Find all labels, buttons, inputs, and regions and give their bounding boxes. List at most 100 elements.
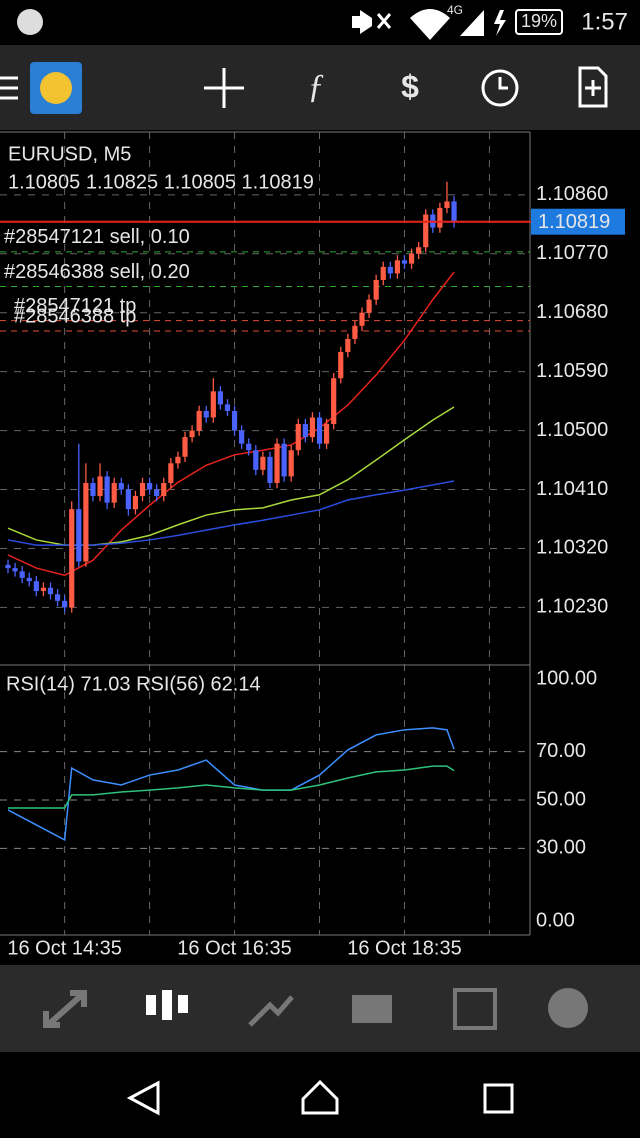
candle-body bbox=[189, 430, 195, 438]
current-price-box bbox=[531, 208, 625, 235]
candle-body bbox=[267, 456, 273, 483]
moving-average bbox=[7, 480, 455, 546]
candle-body bbox=[217, 391, 223, 405]
candle-body bbox=[175, 456, 181, 464]
home-button[interactable] bbox=[301, 1079, 339, 1115]
candle-body bbox=[40, 587, 46, 592]
candle-body bbox=[345, 338, 351, 353]
candle-body bbox=[401, 260, 408, 264]
y-tick-label: 1.10860 bbox=[536, 183, 608, 205]
candle-body bbox=[54, 594, 61, 601]
period-hands bbox=[498, 77, 508, 90]
candle-body bbox=[12, 568, 18, 572]
back-button[interactable] bbox=[126, 1080, 160, 1116]
candle-body bbox=[338, 352, 344, 379]
current-price-label: 1.10819 bbox=[538, 211, 610, 233]
x-tick-label: 16 Oct 14:35 bbox=[7, 937, 122, 959]
candle-body bbox=[19, 571, 25, 578]
rsi-line bbox=[8, 765, 455, 809]
tab-bar bbox=[0, 965, 640, 1052]
news-tab[interactable] bbox=[453, 988, 497, 1030]
battery-level: 19% bbox=[521, 11, 557, 31]
menu-button[interactable] bbox=[0, 76, 18, 100]
candle-body bbox=[118, 482, 124, 490]
rsi-tick-label: 50.00 bbox=[536, 788, 586, 810]
candle-body bbox=[147, 482, 153, 490]
crosshair-button[interactable] bbox=[204, 68, 244, 108]
rsi-tick-label: 30.00 bbox=[536, 837, 586, 859]
indicators-button[interactable]: ƒ bbox=[308, 68, 325, 105]
x-tick-label: 16 Oct 18:35 bbox=[347, 937, 462, 959]
candle-body bbox=[274, 443, 280, 483]
candle-body bbox=[168, 463, 174, 483]
candle-body bbox=[90, 482, 96, 497]
signal-icon bbox=[460, 10, 484, 36]
toolbar bbox=[0, 45, 640, 130]
x-tick-label: 16 Oct 16:35 bbox=[177, 937, 292, 959]
candle-body bbox=[246, 443, 252, 451]
trade-button[interactable]: $ bbox=[401, 68, 419, 104]
candle-body bbox=[416, 247, 422, 254]
candle-body bbox=[104, 476, 110, 503]
moving-average bbox=[7, 406, 455, 546]
order-label: #28546388 sell, 0.20 bbox=[4, 261, 190, 283]
candle-body bbox=[366, 299, 372, 313]
candle-body bbox=[33, 581, 39, 592]
candle-body bbox=[387, 266, 393, 274]
candle-body bbox=[111, 482, 117, 503]
candle-body bbox=[239, 430, 245, 444]
candle-body bbox=[423, 214, 429, 248]
rsi-tick-label: 70.00 bbox=[536, 740, 586, 762]
chart: EURUSD, M5 1.10805 1.10825 1.10805 1.108… bbox=[0, 131, 625, 959]
candle-body bbox=[316, 417, 323, 444]
y-tick-label: 1.10770 bbox=[536, 242, 608, 264]
candle-body bbox=[408, 253, 415, 264]
order-label: #28547121 sell, 0.10 bbox=[4, 226, 190, 248]
candle-body bbox=[154, 489, 160, 497]
candle-body bbox=[281, 443, 287, 477]
candle-body bbox=[69, 509, 75, 608]
candle-body bbox=[47, 587, 54, 595]
y-tick-label: 1.10500 bbox=[536, 419, 608, 441]
candle-body bbox=[182, 437, 188, 457]
candle-body bbox=[451, 201, 457, 222]
history-tab[interactable] bbox=[352, 995, 392, 1023]
moving-average bbox=[7, 271, 455, 577]
status-bar bbox=[0, 0, 640, 45]
candle-body bbox=[203, 410, 209, 418]
candle-body bbox=[437, 207, 443, 228]
candle-body bbox=[253, 450, 259, 470]
y-tick-label: 1.10410 bbox=[536, 478, 608, 500]
network-type: 4G bbox=[447, 3, 463, 17]
candle-body bbox=[26, 577, 32, 582]
candle-body bbox=[331, 378, 337, 425]
volume-icon bbox=[352, 10, 372, 34]
candle-body bbox=[5, 564, 11, 569]
new-order-button[interactable] bbox=[578, 66, 608, 108]
trade-tab[interactable] bbox=[248, 995, 294, 1027]
ohlc: 1.10805 1.10825 1.10805 1.10819 bbox=[8, 171, 314, 193]
clock: 1:57 bbox=[581, 8, 628, 35]
candle-body bbox=[295, 424, 301, 451]
y-tick-label: 1.10590 bbox=[536, 360, 608, 382]
recents-button[interactable] bbox=[483, 1083, 514, 1114]
candle-body bbox=[288, 450, 294, 477]
chat-tab[interactable] bbox=[548, 988, 588, 1028]
quotes-tab[interactable] bbox=[43, 990, 87, 1028]
app-icon bbox=[17, 9, 43, 35]
order-label: #28546388 tp bbox=[14, 305, 136, 327]
symbol: EURUSD, M5 bbox=[8, 143, 131, 165]
battery bbox=[515, 9, 563, 35]
period-button[interactable] bbox=[481, 69, 519, 107]
candle-body bbox=[125, 489, 131, 510]
candle-body bbox=[302, 424, 308, 438]
candle-body bbox=[97, 476, 103, 497]
wifi-icon bbox=[410, 9, 450, 40]
candle-body bbox=[444, 201, 450, 208]
charging-icon bbox=[494, 10, 506, 36]
rsi-label: RSI(14) 71.03 RSI(56) 62.14 bbox=[6, 673, 261, 695]
chart-tab[interactable] bbox=[146, 990, 188, 1020]
candle-body bbox=[76, 509, 82, 562]
candle-body bbox=[373, 279, 379, 300]
candle-body bbox=[62, 600, 68, 608]
